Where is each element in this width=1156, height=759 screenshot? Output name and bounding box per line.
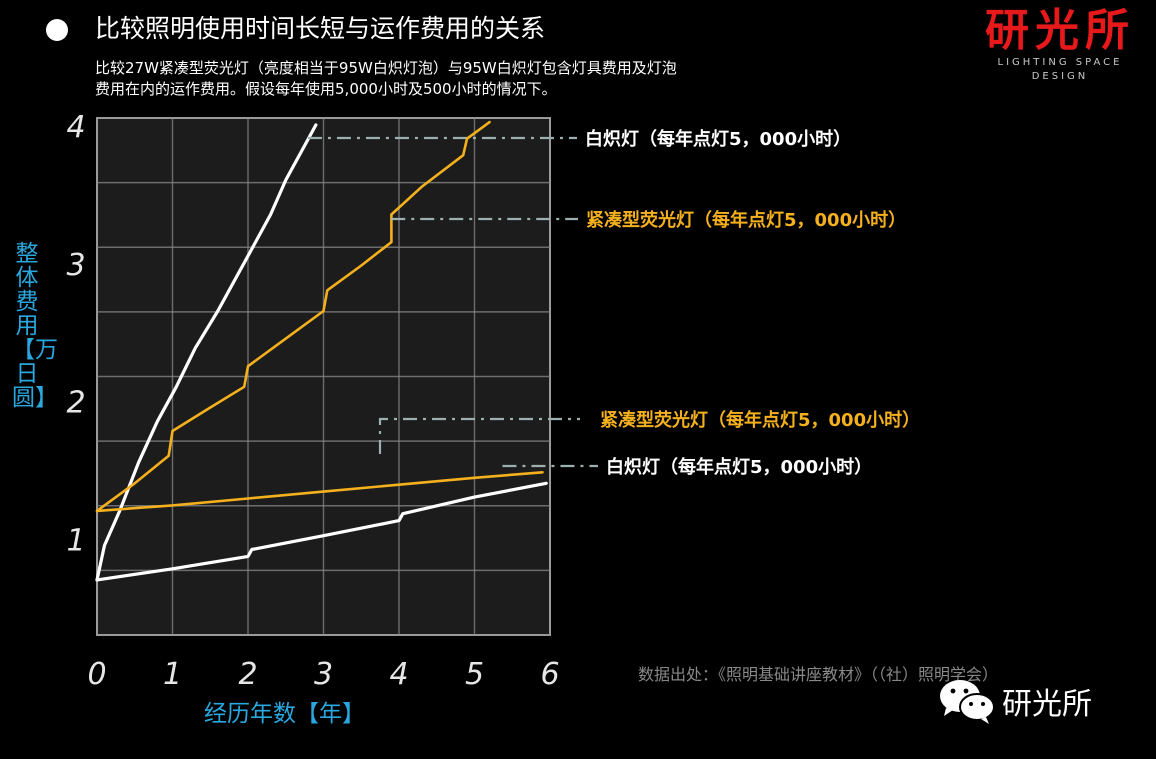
y-tick-label: 2 <box>66 386 85 421</box>
x-tick-label: 6 <box>540 657 559 692</box>
page-title: 比较照明使用时间长短与运作费用的关系 <box>95 14 546 43</box>
series-label: 白炽灯（每年点灯5，000小时） <box>585 128 851 150</box>
x-tick-label: 1 <box>163 657 182 692</box>
data-source: 数据出处：《照明基础讲座教材》（（社）照明学会） <box>638 665 999 684</box>
title-bullet <box>46 19 68 41</box>
x-tick-label: 0 <box>87 657 106 692</box>
y-tick-label: 1 <box>66 523 85 558</box>
description-line-1: 比较27W紧凑型荧光灯（亮度相当于95W白炽灯泡）与95W白炽灯包含灯具费用及灯… <box>95 59 677 77</box>
y-tick-label: 3 <box>66 248 85 283</box>
y-tick-label: 4 <box>66 110 85 145</box>
series-label: 白炽灯（每年点灯5，000小时） <box>606 456 872 478</box>
brand-logo: 研光所 LIGHTING SPACE DESIGN <box>972 6 1148 84</box>
y-axis-label: 整体费用【万日圆】 <box>12 241 58 411</box>
wechat-badge: 研光所 <box>936 676 1141 726</box>
logo-tagline: LIGHTING SPACE DESIGN <box>997 57 1123 82</box>
series-leader-line <box>378 417 580 454</box>
wechat-icon <box>940 680 995 724</box>
description-line-2: 费用在内的运作费用。假设每年使用5,000小时及500小时的情况下。 <box>95 80 557 98</box>
page-description: 比较27W紧凑型荧光灯（亮度相当于95W白炽灯泡）与95W白炽灯包含灯具费用及灯… <box>95 58 815 100</box>
series-line <box>95 123 318 582</box>
logo-mark: 研光所 <box>985 5 1135 56</box>
x-axis-label: 经历年数【年】 <box>204 701 365 727</box>
x-tick-label: 3 <box>314 657 333 692</box>
series-line <box>95 471 544 513</box>
series-line <box>95 120 491 513</box>
series-line <box>95 481 548 582</box>
series-label: 紧凑型荧光灯（每年点灯5，000小时） <box>586 209 906 231</box>
x-tick-label: 4 <box>389 657 408 692</box>
x-tick-label: 2 <box>238 657 257 692</box>
series-label: 紧凑型荧光灯（每年点灯5，000小时） <box>600 409 920 431</box>
wechat-name: 研光所 <box>1002 687 1092 722</box>
x-tick-label: 5 <box>465 657 484 692</box>
